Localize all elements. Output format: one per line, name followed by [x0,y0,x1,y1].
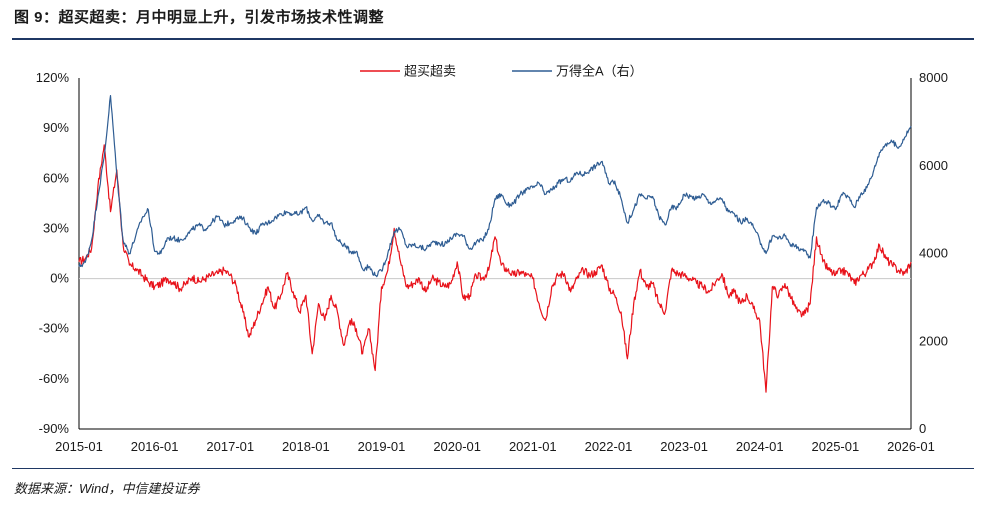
x-tick-label: 2025-01 [812,439,860,454]
x-tick-label: 2015-01 [55,439,103,454]
right-tick-label: 2000 [919,333,948,348]
plot-frame [78,78,912,430]
series-layer [78,95,912,393]
left-tick-label: 90% [43,120,69,135]
legend: 超买超卖 万得全A（右） [360,64,643,79]
right-tick-label: 4000 [919,246,948,261]
title-rule [12,38,974,40]
series-line-overbought-oversold [78,144,912,393]
x-tick-label: 2024-01 [736,439,784,454]
x-tick-label: 2018-01 [282,439,330,454]
footer-rule [12,468,974,469]
x-tick-label: 2022-01 [585,439,633,454]
left-tick-label: 30% [43,220,69,235]
x-tick-label: 2026-01 [887,439,935,454]
series-line-wind-all-a [78,95,912,278]
left-tick-label: -90% [39,421,70,436]
x-tick-label: 2023-01 [660,439,708,454]
left-tick-label: 120% [36,70,70,85]
left-tick-label: 60% [43,170,69,185]
left-axis-ticks: 120% 90% 60% 30% 0% -30% -60% -90% [36,70,70,436]
line-chart: 120% 90% 60% 30% 0% -30% -60% -90% 8000 6000 4000… [36,64,948,455]
x-axis-ticks: 2015-01 2016-01 2017-01 2018-01 2019-01 2020-… [55,439,935,454]
left-tick-label: -30% [39,321,70,336]
x-tick-label: 2020-01 [433,439,481,454]
left-tick-label: 0% [50,271,69,286]
x-tick-label: 2017-01 [206,439,254,454]
right-tick-label: 8000 [919,70,948,85]
right-axis-ticks: 8000 6000 4000 2000 0 [919,70,948,436]
figure-title: 图 9：超买超卖：月中明显上升，引发市场技术性调整 [14,9,385,26]
x-tick-label: 2021-01 [509,439,557,454]
right-tick-label: 0 [919,421,926,436]
legend-label-wind-all-a: 万得全A（右） [556,64,643,79]
right-tick-label: 6000 [919,158,948,173]
x-tick-label: 2019-01 [358,439,406,454]
left-tick-label: -60% [39,371,70,386]
legend-label-overbought-oversold: 超买超卖 [404,64,456,79]
x-tick-label: 2016-01 [131,439,179,454]
source-note: 数据来源：Wind，中信建投证券 [14,481,200,496]
